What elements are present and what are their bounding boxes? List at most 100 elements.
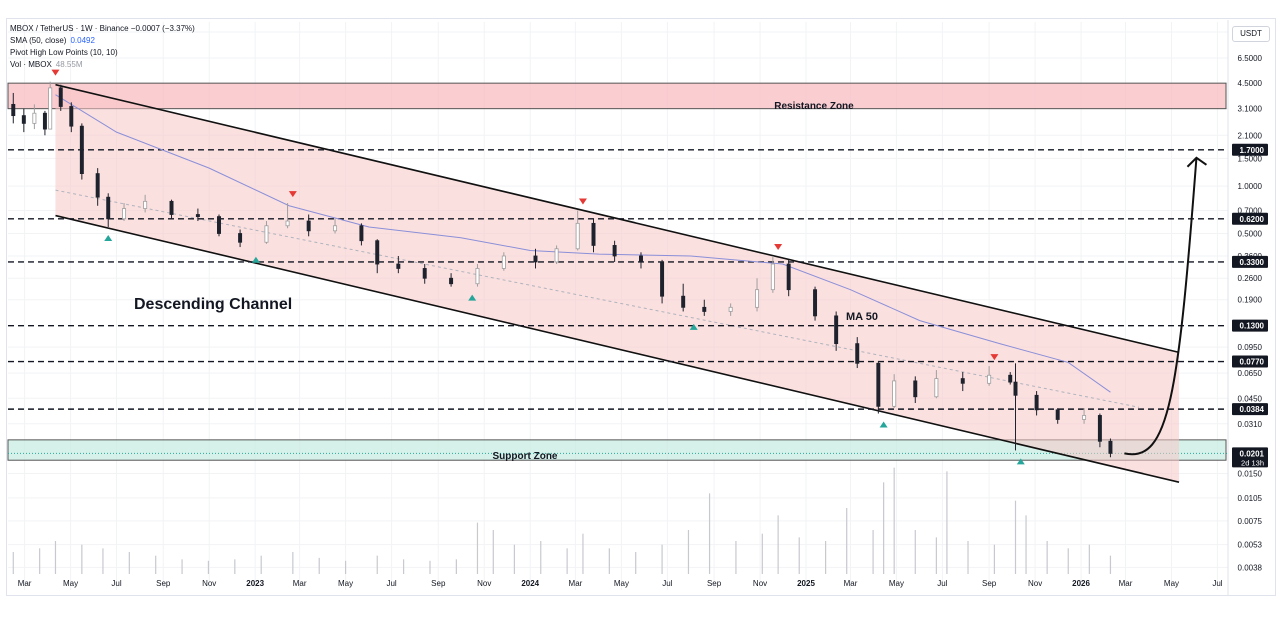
- candle[interactable]: [1008, 372, 1013, 385]
- candle[interactable]: [1097, 413, 1102, 448]
- candle-body: [728, 306, 733, 312]
- volume-bar: [1014, 500, 1017, 574]
- candle[interactable]: [58, 84, 63, 111]
- candle[interactable]: [501, 252, 506, 271]
- candle-body: [42, 112, 47, 130]
- candle[interactable]: [660, 259, 665, 304]
- candle[interactable]: [834, 311, 839, 351]
- legend-pivot-row[interactable]: Pivot High Low Points (10, 10): [10, 47, 195, 59]
- volume-bar: [102, 548, 104, 574]
- candle[interactable]: [42, 110, 47, 136]
- volume-bar: [846, 508, 848, 574]
- legend-sma-row[interactable]: SMA (50, close) 0.0492: [10, 35, 195, 47]
- candle[interactable]: [79, 123, 84, 180]
- candle-body: [612, 245, 617, 257]
- currency-selector[interactable]: USDT: [1232, 26, 1270, 42]
- candle-body: [501, 255, 506, 269]
- y-tick-label: 0.0105: [1238, 494, 1263, 503]
- candle[interactable]: [554, 245, 559, 265]
- candle[interactable]: [32, 104, 37, 130]
- candle[interactable]: [591, 218, 596, 253]
- candle[interactable]: [639, 252, 643, 269]
- channel-fill: [55, 84, 1180, 483]
- candle-body: [169, 200, 174, 215]
- x-tick-label: Jul: [386, 579, 396, 588]
- candle-body: [69, 106, 74, 127]
- x-tick-label: Sep: [156, 579, 171, 588]
- candle[interactable]: [575, 210, 580, 251]
- candle[interactable]: [934, 370, 939, 399]
- candle[interactable]: [122, 203, 127, 222]
- candle[interactable]: [892, 374, 897, 409]
- candle-body: [264, 225, 269, 243]
- volume-bar: [687, 530, 690, 574]
- candle[interactable]: [475, 264, 480, 287]
- candle[interactable]: [195, 208, 200, 222]
- candle[interactable]: [855, 337, 860, 369]
- candle-body: [1097, 415, 1102, 442]
- candle[interactable]: [396, 255, 401, 274]
- candle[interactable]: [533, 248, 538, 269]
- candle-body: [1082, 415, 1087, 420]
- candle[interactable]: [333, 218, 338, 234]
- candle[interactable]: [813, 286, 818, 321]
- candle[interactable]: [106, 193, 111, 227]
- y-tick-label: 0.7000: [1238, 206, 1263, 215]
- candle[interactable]: [786, 259, 791, 297]
- candle[interactable]: [238, 229, 243, 248]
- candle-body: [375, 240, 380, 265]
- x-tick-label: Jul: [937, 579, 947, 588]
- candle[interactable]: [95, 168, 100, 206]
- candle[interactable]: [48, 81, 53, 130]
- channel-upper-line: [55, 83, 1180, 354]
- x-tick-label: Mar: [569, 579, 583, 588]
- candle[interactable]: [359, 223, 364, 246]
- legend-symbol-row: MBOX / TetherUS · 1W · Binance −0.0007 (…: [10, 23, 195, 35]
- candle[interactable]: [681, 283, 686, 312]
- volume-bar: [893, 467, 895, 574]
- candle[interactable]: [1034, 391, 1039, 416]
- candle[interactable]: [285, 203, 290, 229]
- candle[interactable]: [913, 376, 918, 403]
- candle[interactable]: [217, 214, 221, 237]
- candle[interactable]: [770, 255, 775, 293]
- candle[interactable]: [612, 240, 617, 262]
- candle[interactable]: [169, 199, 174, 219]
- candle[interactable]: [1055, 408, 1060, 424]
- candle[interactable]: [449, 273, 454, 287]
- candles[interactable]: [11, 81, 1113, 458]
- candle-body: [48, 87, 53, 130]
- candle[interactable]: [876, 361, 881, 414]
- legend-vol-row[interactable]: Vol · MBOX 48.55M: [10, 59, 195, 71]
- candle[interactable]: [264, 221, 269, 244]
- candle[interactable]: [1013, 363, 1018, 451]
- pivot-high-marker: [51, 69, 60, 76]
- candle[interactable]: [375, 239, 380, 274]
- candle[interactable]: [422, 264, 427, 284]
- candle[interactable]: [987, 366, 992, 386]
- candle[interactable]: [960, 372, 965, 392]
- candle[interactable]: [143, 194, 148, 213]
- candle[interactable]: [728, 303, 733, 316]
- candle[interactable]: [306, 214, 311, 237]
- y-tick-label: 0.0075: [1238, 517, 1263, 526]
- volume-bars: [12, 467, 1112, 574]
- x-tick-label: Jul: [111, 579, 121, 588]
- candle[interactable]: [1108, 438, 1113, 458]
- pivot-low-marker: [251, 256, 260, 263]
- candle[interactable]: [702, 299, 707, 316]
- support-zone: [7, 439, 1227, 461]
- y-tick-label: 0.1900: [1238, 296, 1263, 305]
- x-tick-label: Sep: [707, 579, 722, 588]
- candle[interactable]: [69, 102, 74, 133]
- y-tick-label: 6.5000: [1238, 54, 1263, 63]
- candle[interactable]: [21, 108, 26, 133]
- candle-body: [79, 125, 84, 174]
- candle[interactable]: [1082, 408, 1087, 424]
- candle[interactable]: [755, 278, 760, 312]
- candle-body: [1034, 394, 1039, 411]
- candle[interactable]: [11, 92, 16, 124]
- candle-body: [11, 103, 16, 117]
- volume-bar: [376, 555, 378, 574]
